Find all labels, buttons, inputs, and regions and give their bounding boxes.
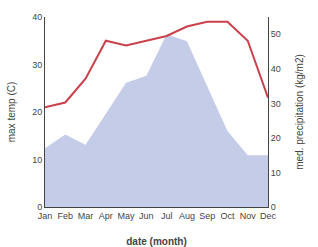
svg-text:date (month): date (month) [126, 236, 187, 247]
svg-text:Jan: Jan [38, 211, 53, 221]
svg-text:Feb: Feb [58, 211, 74, 221]
svg-text:20: 20 [271, 133, 281, 143]
svg-text:0: 0 [37, 202, 42, 212]
svg-text:20: 20 [32, 107, 42, 117]
svg-text:Oct: Oct [220, 211, 235, 221]
svg-text:40: 40 [32, 12, 42, 22]
svg-text:Nov: Nov [240, 211, 257, 221]
svg-text:0: 0 [271, 202, 276, 212]
svg-text:30: 30 [271, 99, 281, 109]
svg-text:40: 40 [271, 64, 281, 74]
svg-text:Jul: Jul [161, 211, 173, 221]
svg-text:Mar: Mar [78, 211, 94, 221]
svg-text:May: May [118, 211, 136, 221]
svg-text:Aug: Aug [179, 211, 195, 221]
svg-text:30: 30 [32, 60, 42, 70]
svg-text:Apr: Apr [99, 211, 113, 221]
svg-text:10: 10 [32, 155, 42, 165]
svg-text:Jun: Jun [139, 211, 154, 221]
svg-text:Sep: Sep [199, 211, 215, 221]
svg-text:10: 10 [271, 168, 281, 178]
svg-text:Dec: Dec [260, 211, 277, 221]
svg-text:max temp (C): max temp (C) [6, 82, 17, 143]
svg-text:50: 50 [271, 29, 281, 39]
svg-text:med. precipitation (kg/m2): med. precipitation (kg/m2) [294, 54, 305, 170]
